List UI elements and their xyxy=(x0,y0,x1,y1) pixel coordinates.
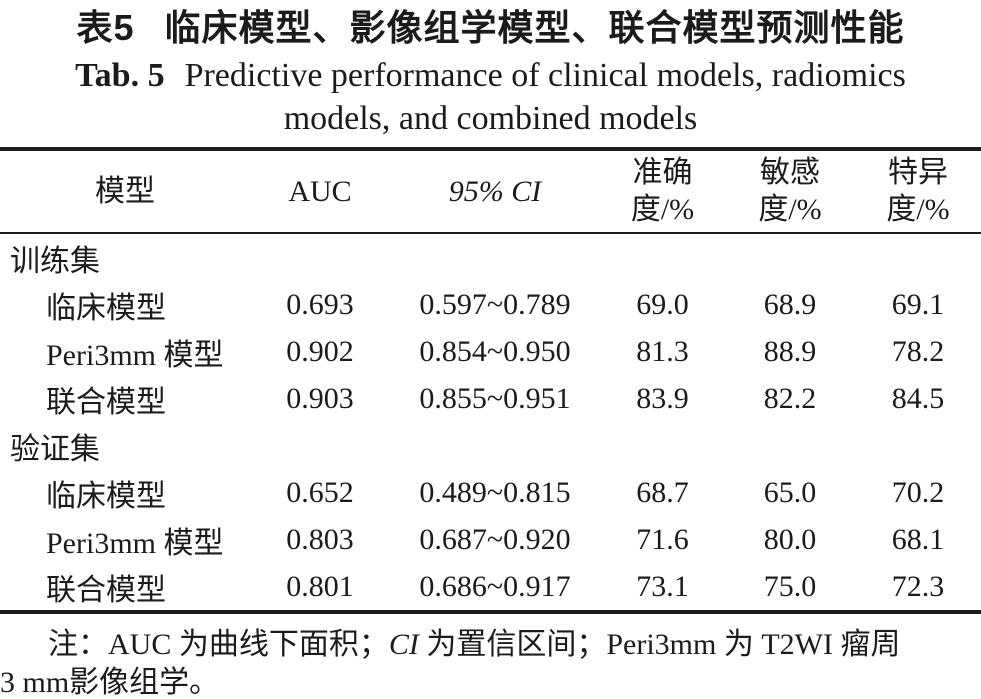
row-validation-combined: 联合模型 0.801 0.686~0.917 73.1 75.0 72.3 xyxy=(0,563,981,612)
cell-ci: 0.854~0.950 xyxy=(419,334,571,368)
header-specificity: 特异度/% xyxy=(855,149,981,233)
row-training-peri3mm: Peri3mm 模型 0.902 0.854~0.950 81.3 88.9 7… xyxy=(0,328,981,375)
cell-auc: 0.902 xyxy=(286,334,354,368)
cell-sensitivity: 82.2 xyxy=(763,381,817,415)
cell-accuracy: 73.1 xyxy=(636,569,689,603)
table-header: 模型 AUC 95% CI 准确度/% 敏感度/% 特异度/% xyxy=(0,149,981,233)
cell-specificity: 72.3 xyxy=(891,569,945,603)
row-validation-clinical: 临床模型 0.652 0.489~0.815 68.7 65.0 70.2 xyxy=(0,469,981,516)
table-title-zh-text: 临床模型、影像组学模型、联合模型预测性能 xyxy=(164,7,905,48)
row-training-combined: 联合模型 0.903 0.855~0.951 83.9 82.2 84.5 xyxy=(0,375,981,422)
footnote-ci-italic: CI xyxy=(388,628,419,661)
cell-ci: 0.489~0.815 xyxy=(419,475,571,509)
cell-ci: 0.855~0.951 xyxy=(419,381,571,415)
cell-model: 联合模型 xyxy=(46,385,166,419)
header-sensitivity-line1: 敏感 xyxy=(760,156,820,189)
cell-model: Peri3mm 模型 xyxy=(46,526,224,560)
table-number-zh: 表5 xyxy=(76,7,135,48)
cell-specificity: 68.1 xyxy=(891,522,945,556)
cell-auc: 0.803 xyxy=(286,522,354,556)
cell-model: 联合模型 xyxy=(46,573,166,607)
header-sensitivity: 敏感度/% xyxy=(725,149,855,233)
row-training-set: 训练集 xyxy=(0,233,981,281)
row-training-clinical: 临床模型 0.693 0.597~0.789 69.0 68.9 69.1 xyxy=(0,281,981,328)
table-title-en-line1: Predictive performance of clinical model… xyxy=(184,57,906,94)
cell-auc: 0.652 xyxy=(286,475,354,509)
table-title-en-line2: models, and combined models xyxy=(283,100,698,137)
header-specificity-line1: 特异 xyxy=(888,156,948,189)
cell-sensitivity: 65.0 xyxy=(763,475,817,509)
cell-sensitivity: 75.0 xyxy=(763,569,817,603)
cell-specificity: 78.2 xyxy=(891,334,945,368)
header-accuracy-line1: 准确 xyxy=(632,156,693,189)
header-accuracy: 准确度/% xyxy=(600,149,725,233)
header-accuracy-line2: 度/% xyxy=(630,193,695,226)
footnote-line-2: 3 mm影像组学。 xyxy=(0,666,220,699)
header-model: 模型 xyxy=(95,174,155,208)
cell-specificity: 70.2 xyxy=(891,475,945,509)
cell-auc: 0.693 xyxy=(286,287,354,321)
cell-accuracy: 83.9 xyxy=(636,381,689,415)
table-number-en: Tab. 5 xyxy=(75,57,165,94)
footnote-segment-1: 注：AUC 为曲线下面积； xyxy=(48,628,389,661)
cell-model: 临床模型 xyxy=(46,479,166,513)
cell-specificity: 69.1 xyxy=(891,287,945,321)
header-sensitivity-line2: 度/% xyxy=(758,193,822,226)
cell-accuracy: 69.0 xyxy=(636,287,689,321)
table-footnote: 注：AUC 为曲线下面积；CI 为置信区间；Peri3mm 为 T2WI 瘤周 3… xyxy=(0,626,981,699)
row-validation-peri3mm: Peri3mm 模型 0.803 0.687~0.920 71.6 80.0 6… xyxy=(0,516,981,563)
table-title-zh: 表5 临床模型、影像组学模型、联合模型预测性能 xyxy=(0,0,981,51)
cell-specificity: 84.5 xyxy=(891,381,945,415)
cell-ci: 0.686~0.917 xyxy=(419,569,571,603)
footnote-segment-2: 为置信区间；Peri3mm 为 T2WI 瘤周 xyxy=(418,628,901,661)
header-specificity-line2: 度/% xyxy=(886,193,950,226)
cell-sensitivity: 88.9 xyxy=(763,334,817,368)
cell-ci: 0.597~0.789 xyxy=(419,287,571,321)
header-ci: 95% CI xyxy=(448,174,542,208)
header-row: 模型 AUC 95% CI 准确度/% 敏感度/% 特异度/% xyxy=(0,149,981,233)
cell-auc: 0.801 xyxy=(286,569,354,603)
header-auc: AUC xyxy=(288,174,352,208)
row-validation-set: 验证集 xyxy=(0,422,981,469)
cell-auc: 0.903 xyxy=(286,381,354,415)
cell-accuracy: 71.6 xyxy=(636,522,689,556)
table-title-en: Tab. 5 Predictive performance of clinical… xyxy=(0,54,981,140)
cell-accuracy: 81.3 xyxy=(636,334,689,368)
cell-section-label: 训练集 xyxy=(10,244,100,278)
cell-model: Peri3mm 模型 xyxy=(46,338,224,372)
table-body: 训练集 临床模型 0.693 0.597~0.789 69.0 68.9 69.… xyxy=(0,233,981,612)
cell-section-label: 验证集 xyxy=(10,432,100,466)
cell-accuracy: 68.7 xyxy=(636,475,689,509)
cell-sensitivity: 80.0 xyxy=(763,522,817,556)
cell-sensitivity: 68.9 xyxy=(763,287,817,321)
cell-model: 临床模型 xyxy=(46,291,166,325)
performance-table: 模型 AUC 95% CI 准确度/% 敏感度/% 特异度/% 训练集 临床模型 xyxy=(0,147,981,614)
cell-ci: 0.687~0.920 xyxy=(419,522,571,556)
